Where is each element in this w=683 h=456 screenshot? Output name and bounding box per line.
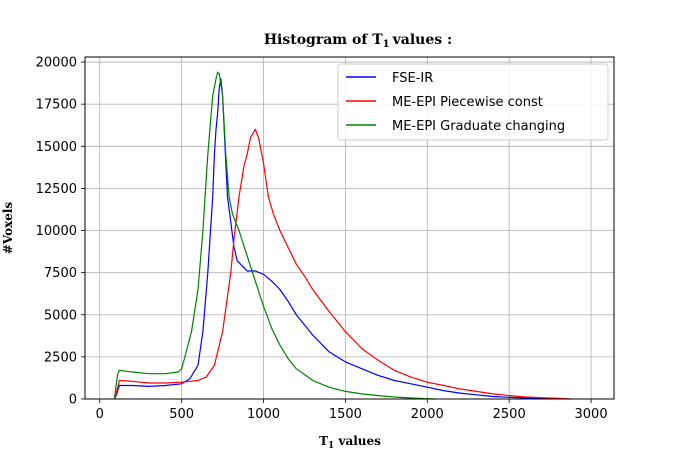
x-tick-label: 1500 — [329, 407, 362, 422]
x-axis-label: T1 values — [319, 434, 381, 451]
chart-title: Histogram of T1 values : — [264, 32, 452, 50]
series-lines — [113, 71, 572, 400]
y-tick-label: 2500 — [44, 350, 77, 365]
x-tick-label: 3000 — [575, 407, 608, 422]
x-tick-label: 500 — [169, 407, 194, 422]
x-tick-label: 1000 — [247, 407, 280, 422]
y-tick-label: 7500 — [44, 266, 77, 281]
legend-label-piecewise: ME-EPI Piecewise const — [392, 95, 543, 110]
x-tick-label: 0 — [96, 407, 104, 422]
y-tick-label: 12500 — [36, 182, 77, 197]
y-tick-label: 20000 — [36, 56, 77, 71]
y-tick-label: 5000 — [44, 308, 77, 323]
y-tick-label: 17500 — [36, 98, 77, 113]
y-tick-label: 10000 — [36, 224, 77, 239]
legend-label-fse-ir: FSE-IR — [392, 71, 433, 86]
series-line-piecewise-const — [113, 128, 572, 400]
y-tick-label: 15000 — [36, 140, 77, 155]
y-axis-label: #Voxels — [1, 202, 15, 255]
y-tick-label: 0 — [69, 393, 77, 408]
legend: FSE-IR ME-EPI Piecewise const ME-EPI Gra… — [337, 63, 609, 141]
x-tick-label: 2500 — [493, 407, 526, 422]
y-axis-ticks: 0 2500 5000 7500 10000 12500 15000 17500 20000 — [36, 56, 85, 408]
series-line-fse-ir — [113, 78, 551, 400]
x-axis-ticks: 0 500 1000 1500 2000 2500 3000 — [96, 399, 608, 422]
legend-box — [337, 63, 609, 141]
series-line-graduate-changing — [113, 71, 436, 400]
legend-label-graduate: ME-EPI Graduate changing — [392, 119, 565, 134]
plot-frame — [84, 56, 615, 400]
x-tick-label: 2000 — [411, 407, 444, 422]
